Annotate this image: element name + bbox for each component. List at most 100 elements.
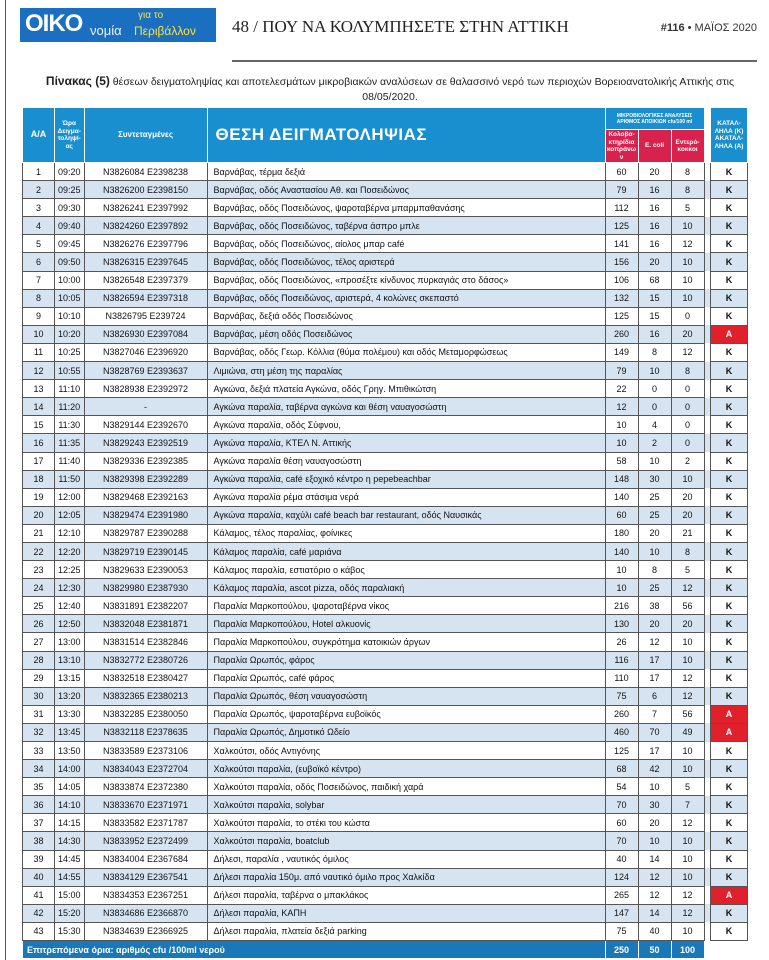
row-number: 18 bbox=[22, 469, 55, 489]
enterococci-value: 8 bbox=[670, 161, 705, 182]
ecoli-value: 17 bbox=[637, 668, 672, 688]
ecoli-value: 10 bbox=[637, 777, 672, 797]
enterococci-value: 10 bbox=[670, 867, 705, 887]
coliforms-value: 40 bbox=[604, 849, 639, 869]
ecoli-value: 40 bbox=[637, 921, 672, 942]
location: Βαρνάβας, οδός Ποσειδώνος, αίολος μπαρ c… bbox=[206, 234, 606, 254]
ecoli-value: 10 bbox=[637, 831, 672, 851]
location: Αγκώνα, δεξιά πλατεία Αγκώνα, οδός Γρηγ.… bbox=[206, 379, 606, 399]
coliforms-value: 260 bbox=[604, 704, 639, 724]
enterococci-value: 10 bbox=[670, 216, 705, 236]
row-number: 10 bbox=[22, 324, 55, 344]
location: Κάλαμος, τέλος παραλίας, φοίνικες bbox=[206, 523, 606, 543]
sampling-time: 12:20 bbox=[54, 541, 85, 562]
coordinates: N3833589 E2373106 bbox=[83, 740, 208, 761]
col-micro: ΜΙΚΡΟΒΙΟΛΟΓΙΚΕΣ ΑΝΑΛΥΣΕΙΣ ΑΡΙΘΜΟΣ ΑΠΟΙΚΙ… bbox=[604, 107, 705, 130]
enterococci-value: 10 bbox=[670, 270, 705, 290]
coordinates: N3831514 E2382846 bbox=[83, 632, 208, 652]
table-row: 7 10:00 N3826548 E2397379 Βαρνάβας, οδός Πο… bbox=[22, 270, 749, 290]
coliforms-value: 141 bbox=[604, 234, 639, 254]
status-badge: Κ bbox=[710, 596, 749, 616]
location: Χαλκούτσι παραλία, οδός Ποσειδώνος, παιδ… bbox=[206, 777, 606, 797]
logo-main: OIKO bbox=[25, 10, 83, 37]
table-row: 30 13:20 N3832365 E2380213 Παραλία Ωρωπός, … bbox=[22, 686, 749, 706]
status-badge: Κ bbox=[710, 288, 749, 308]
sampling-time: 12:00 bbox=[54, 487, 85, 507]
row-number: 1 bbox=[22, 161, 55, 182]
coliforms-value: 148 bbox=[604, 469, 639, 489]
coliforms-value: 68 bbox=[604, 759, 639, 779]
sampling-time: 11:35 bbox=[54, 433, 85, 453]
ecoli-value: 10 bbox=[637, 541, 672, 562]
table-row: 10 10:20 N3826930 E2397084 Βαρνάβας, μέση ο… bbox=[22, 324, 749, 344]
status-badge: Α bbox=[710, 704, 749, 724]
ecoli-value: 30 bbox=[637, 469, 672, 489]
ecoli-value: 25 bbox=[637, 505, 672, 525]
status-badge: Α bbox=[710, 885, 749, 905]
location: Κάλαμος παραλία, ascot pizza, οδός παραλ… bbox=[206, 578, 606, 598]
status-badge: Κ bbox=[710, 361, 749, 381]
sampling-time: 12:10 bbox=[54, 523, 85, 543]
sampling-time: 11:20 bbox=[54, 397, 85, 417]
coordinates: - bbox=[83, 397, 208, 417]
ecoli-value: 12 bbox=[637, 885, 672, 905]
table-row: 26 12:50 N3832048 E2381871 Παραλία Μαρκοπού… bbox=[22, 614, 749, 634]
table-row: 2 09:25 N3826200 E2398150 Βαρνάβας, οδός Αν… bbox=[22, 180, 749, 200]
enterococci-value: 12 bbox=[670, 813, 705, 833]
status-badge: Κ bbox=[710, 161, 749, 182]
status-badge: Κ bbox=[710, 831, 749, 851]
coliforms-value: 116 bbox=[604, 650, 639, 670]
coliforms-value: 60 bbox=[604, 813, 639, 833]
sampling-time: 11:30 bbox=[54, 415, 85, 435]
ecoli-value: 0 bbox=[637, 379, 672, 399]
ecoli-value: 14 bbox=[637, 903, 672, 923]
col-ecoli: E. coli bbox=[637, 129, 672, 163]
row-number: 26 bbox=[22, 614, 55, 634]
table-row: 24 12:30 N3829980 E2387930 Κάλαμος παραλία,… bbox=[22, 578, 749, 598]
ecoli-value: 20 bbox=[637, 813, 672, 833]
status-badge: Κ bbox=[710, 849, 749, 869]
coliforms-value: 260 bbox=[604, 324, 639, 344]
location: Δήλεσι παραλία 150μ. από ναυτικό όμιλο π… bbox=[206, 867, 606, 887]
coordinates: N3829468 E2392163 bbox=[83, 487, 208, 507]
status-badge: Κ bbox=[710, 921, 749, 942]
table-row: 23 12:25 N3829633 E2390053 Κάλαμος παραλία,… bbox=[22, 560, 749, 580]
sampling-time: 13:10 bbox=[54, 650, 85, 670]
location: Βαρνάβας, οδός Ποσειδώνος, αριστερά, 4 κ… bbox=[206, 288, 606, 308]
coordinates: N3827046 E2396920 bbox=[83, 342, 208, 363]
location: Βαρνάβας, οδός Ποσειδώνος, τέλος αριστερ… bbox=[206, 252, 606, 272]
enterococci-value: 20 bbox=[670, 505, 705, 525]
enterococci-value: 12 bbox=[670, 668, 705, 688]
magazine-logo: OIKO νομία για το Περιβάλλον bbox=[20, 8, 216, 42]
coliforms-value: 22 bbox=[604, 379, 639, 399]
coordinates: N3832118 E2378635 bbox=[83, 722, 208, 743]
enterococci-value: 12 bbox=[670, 342, 705, 363]
enterococci-value: 0 bbox=[670, 433, 705, 453]
location: Κάλαμος παραλία, café μαριάνα bbox=[206, 541, 606, 562]
coliforms-value: 79 bbox=[604, 180, 639, 200]
table-row: 9 10:10 N3826795 E239724 Βαρνάβας, δεξιά οδ… bbox=[22, 306, 749, 326]
enterococci-value: 8 bbox=[670, 361, 705, 381]
limits-row: Επιτρεπόμενα όρια: αριθμός cfu /100ml νε… bbox=[22, 940, 748, 960]
coordinates: N3834686 E2366870 bbox=[83, 903, 208, 923]
table-row: 18 11:50 N3829398 E2392289 Αγκώνα παραλία, … bbox=[22, 469, 749, 489]
sampling-time: 11:50 bbox=[54, 469, 85, 489]
enterococci-value: 10 bbox=[670, 650, 705, 670]
coordinates: N3834004 E2367684 bbox=[83, 849, 208, 869]
coliforms-value: 75 bbox=[604, 921, 639, 942]
table-row: 34 14:00 N3834043 E2372704 Χαλκούτσι παραλί… bbox=[22, 759, 749, 779]
status-badge: Κ bbox=[710, 523, 749, 543]
ecoli-value: 16 bbox=[637, 324, 672, 344]
row-number: 39 bbox=[22, 849, 55, 869]
coordinates: N3829787 E2390288 bbox=[83, 523, 208, 543]
sampling-time: 10:10 bbox=[54, 306, 85, 326]
status-badge: Κ bbox=[710, 306, 749, 326]
sampling-time: 14:00 bbox=[54, 759, 85, 779]
coordinates: N3826241 E2397992 bbox=[83, 198, 208, 218]
location: Χαλκούτσι παραλία, solybar bbox=[206, 795, 606, 815]
enterococci-value: 0 bbox=[670, 379, 705, 399]
coordinates: N3828938 E2392972 bbox=[83, 379, 208, 399]
row-number: 41 bbox=[22, 885, 55, 905]
ecoli-value: 10 bbox=[637, 451, 672, 471]
row-number: 24 bbox=[22, 578, 55, 598]
